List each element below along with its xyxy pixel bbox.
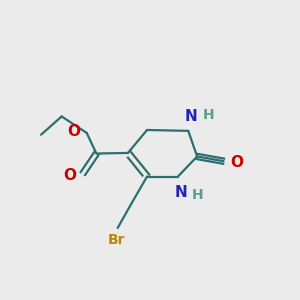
Text: Br: Br: [107, 233, 125, 247]
Text: H: H: [202, 108, 214, 122]
Text: O: O: [63, 167, 76, 182]
Text: N: N: [175, 185, 187, 200]
Text: O: O: [67, 124, 80, 139]
Text: O: O: [230, 155, 243, 170]
Text: H: H: [192, 188, 204, 202]
Text: N: N: [184, 110, 197, 124]
